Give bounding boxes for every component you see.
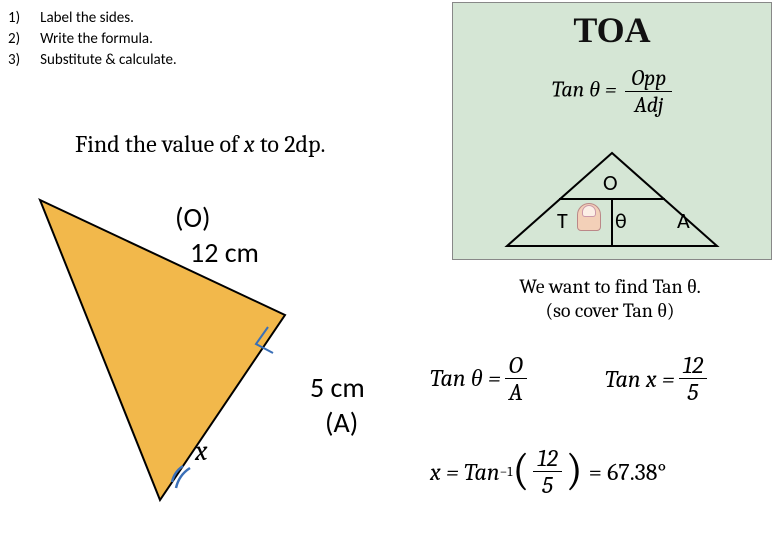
eq2-den: 5 xyxy=(683,379,702,405)
eq3-rparen: ) xyxy=(566,452,583,487)
eq2-frac: 12 5 xyxy=(679,352,707,406)
toa-fraction: Opp Adj xyxy=(625,65,672,118)
eq3-num: 12 xyxy=(533,445,561,472)
eq1-num: O xyxy=(505,352,527,379)
eq3-left: x = Tan xyxy=(430,458,500,486)
finger-icon xyxy=(575,203,603,241)
inst-num-2: 2) xyxy=(8,29,20,50)
inst-line-1: Label the sides. xyxy=(40,8,177,29)
toa-title: TOA xyxy=(459,9,765,51)
want-text: We want to find Tan θ. (so cover Tan θ) xyxy=(470,275,750,323)
eq3-result: = 67.38° xyxy=(589,458,667,486)
question-text: Find the value of x to 2dp. xyxy=(75,130,325,158)
toa-panel: TOA Tan θ = Opp Adj O T θ A xyxy=(452,2,772,260)
equation-3: x = Tan−1 ( 12 5 ) = 67.38° xyxy=(430,445,666,499)
find-var: x xyxy=(244,130,255,158)
find-suffix: to 2dp. xyxy=(255,130,326,158)
eq3-den: 5 xyxy=(538,472,557,498)
cover-triangle-svg xyxy=(497,151,727,251)
cover-letter-theta: θ xyxy=(615,207,627,234)
toa-num: Opp xyxy=(625,65,672,92)
cover-letter-T: T xyxy=(557,207,568,234)
inst-line-2: Write the formula. xyxy=(40,29,177,50)
instruction-numbers: 1) 2) 3) xyxy=(8,8,20,71)
cover-triangle: O T θ A xyxy=(497,151,727,251)
find-prefix: Find the value of xyxy=(75,130,244,158)
equation-1: Tan θ = O A xyxy=(430,352,531,406)
instruction-text: Label the sides. Write the formula. Subs… xyxy=(40,8,177,71)
eq2-num: 12 xyxy=(679,352,707,379)
label-opp-length: 12 cm xyxy=(190,235,259,270)
toa-formula-left: Tan θ = xyxy=(552,77,617,103)
angle-x-label: x xyxy=(195,435,208,467)
instructions-block: 1) 2) 3) Label the sides. Write the form… xyxy=(8,8,177,71)
label-adj-length: 5 cm xyxy=(310,370,365,405)
inst-line-3: Substitute & calculate. xyxy=(40,50,177,71)
eq3-lparen: ( xyxy=(512,452,529,487)
inst-num-1: 1) xyxy=(8,8,20,29)
inst-num-3: 3) xyxy=(8,50,20,71)
want-line2: (so cover Tan θ) xyxy=(470,299,750,323)
eq2-left: Tan x = xyxy=(605,365,675,393)
toa-den: Adj xyxy=(625,92,672,118)
label-A: (A) xyxy=(325,405,358,440)
eq1-frac: O A xyxy=(505,352,527,406)
main-triangle-area: (O) 12 cm 5 cm (A) x xyxy=(20,180,380,520)
eq3-frac: 12 5 xyxy=(533,445,561,499)
cover-letter-A: A xyxy=(677,207,690,234)
toa-formula: Tan θ = Opp Adj xyxy=(459,65,765,118)
want-line1: We want to find Tan θ. xyxy=(470,275,750,299)
cover-letter-O: O xyxy=(603,169,618,196)
equation-2: Tan x = 12 5 xyxy=(605,352,711,406)
label-O: (O) xyxy=(175,200,211,235)
eq3-sup: −1 xyxy=(500,463,513,480)
eq1-den: A xyxy=(505,379,527,405)
eq1-left: Tan θ = xyxy=(430,364,501,393)
